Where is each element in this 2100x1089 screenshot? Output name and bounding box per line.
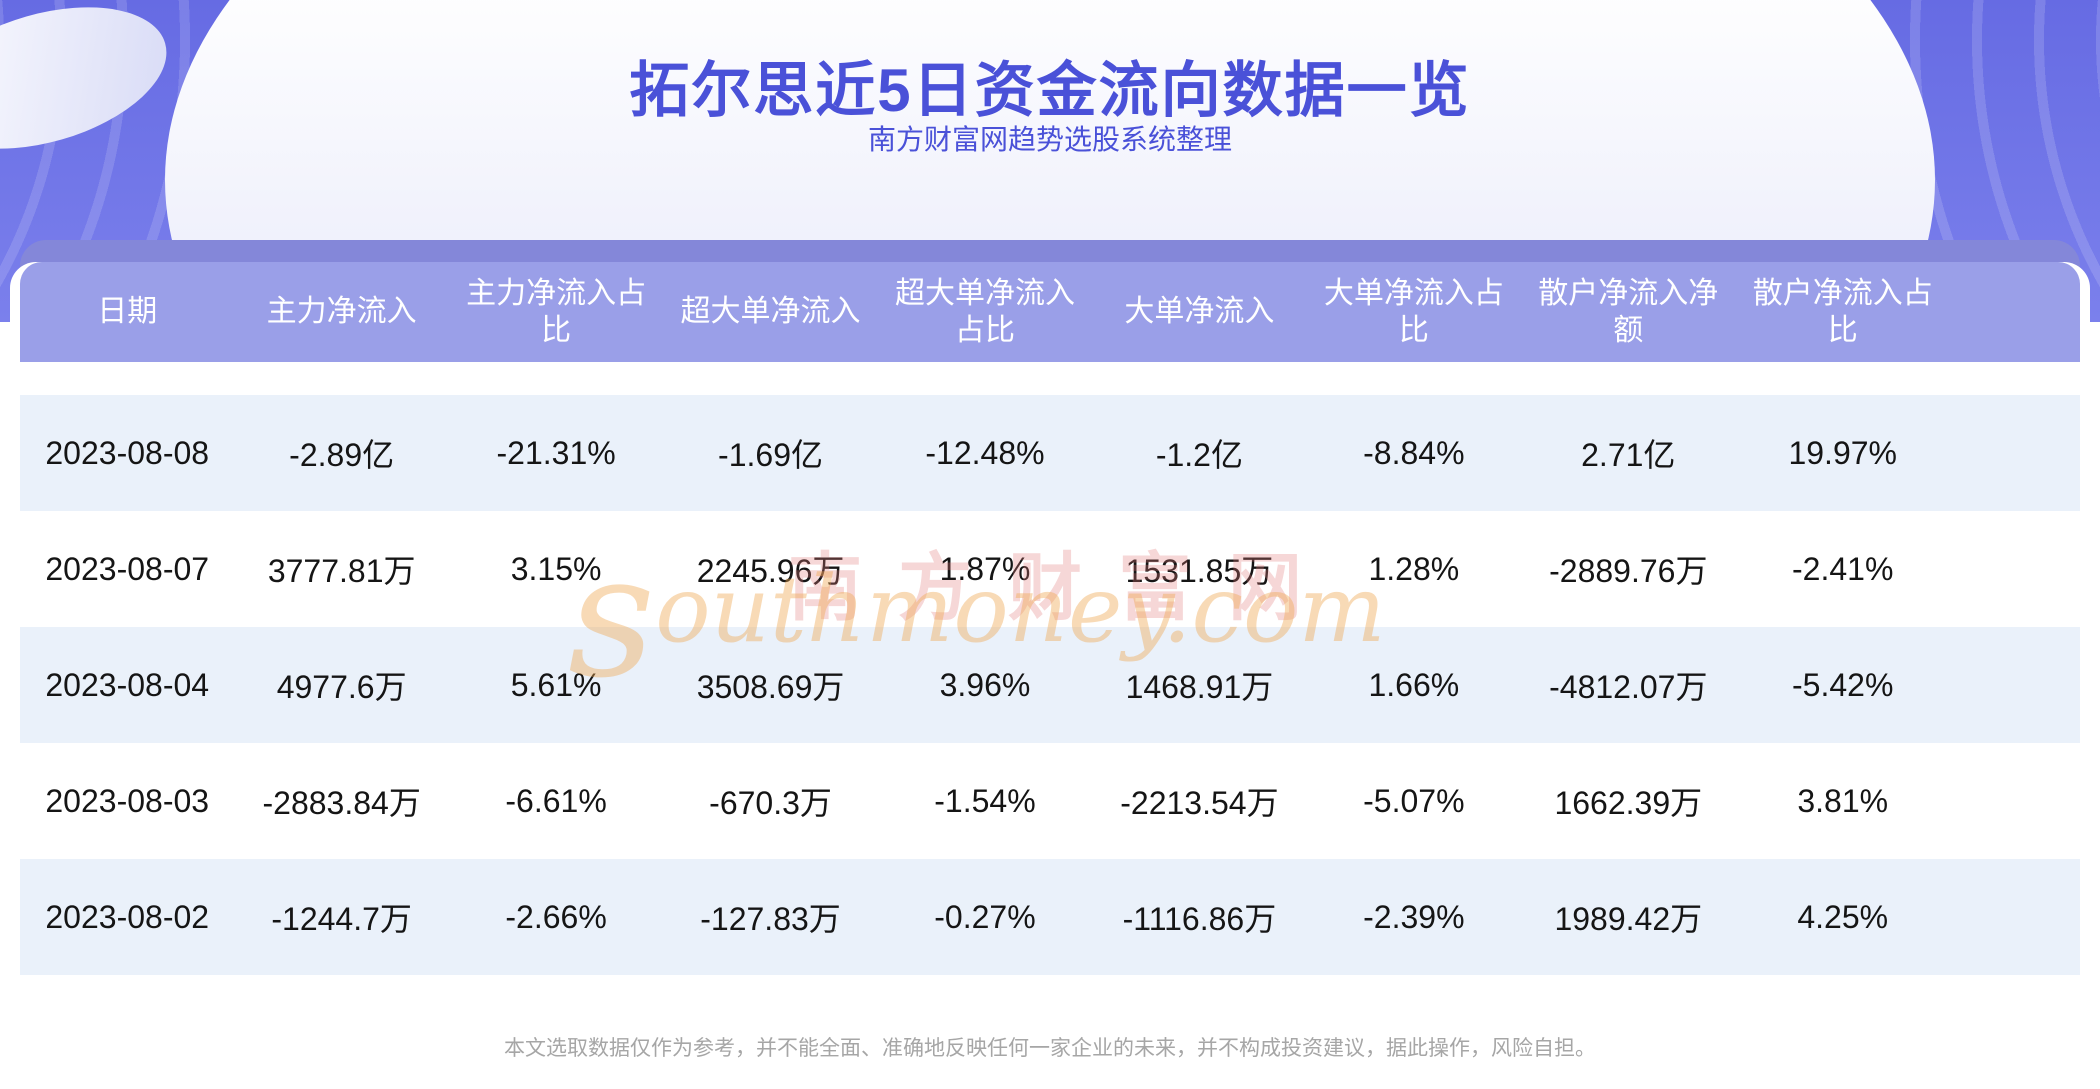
table-cell: -21.31% [496, 434, 616, 471]
table-cell: -2883.84万 [262, 785, 421, 821]
table-cell: -127.83万 [700, 901, 841, 937]
table-cell: 2245.96万 [696, 553, 845, 589]
table-cell: -2.39% [1363, 898, 1465, 935]
table-cell: -2.66% [505, 898, 607, 935]
header-cell: 超大单净流入 占比 [894, 276, 1075, 348]
table-cell: -6.61% [505, 782, 607, 819]
table-cell: -2889.76万 [1549, 553, 1708, 589]
table-cell: -8.84% [1363, 434, 1465, 471]
table-cell: 19.97% [1788, 434, 1897, 471]
page-subtitle: 南方财富网趋势选股系统整理 [867, 124, 1232, 155]
table-cell: 2023-08-07 [45, 550, 210, 587]
table-cell: 5.61% [510, 666, 602, 703]
table-cell: 2023-08-02 [45, 898, 210, 935]
table-body: 2023-08-08 -2.89亿 -21.31% -1.69亿 -12.48% -1.2… [10, 395, 2090, 975]
header-cell: 大单净流入 [1124, 295, 1275, 329]
table-row: 2023-08-07 3777.81万 3.15% 2245.96万 1.87% 1531… [20, 511, 2080, 627]
table-cell: 3.81% [1797, 782, 1889, 819]
header-cell: 日期 [97, 295, 158, 329]
table-cell: 4977.6万 [276, 669, 407, 705]
table-cell: 2023-08-08 [45, 434, 210, 471]
page-title: 拓尔思近5日资金流向数据一览 [629, 57, 1471, 124]
table-cell: 2023-08-03 [45, 782, 210, 819]
table-cell: 4.25% [1797, 898, 1889, 935]
table-cell: 2023-08-04 [45, 666, 210, 703]
table-cell: -1116.86万 [1122, 901, 1277, 937]
table-cell: 1.28% [1368, 550, 1460, 587]
table-cell: -1.2亿 [1155, 437, 1243, 473]
table-cell: 3777.81万 [267, 553, 416, 589]
header-cell: 散户净流入占 比 [1752, 276, 1933, 348]
table-row: 2023-08-02 -1244.7万 -2.66% -127.83万 -0.27% -1… [20, 859, 2080, 975]
table-cell: -5.07% [1363, 782, 1465, 819]
table-cell: -0.27% [934, 898, 1036, 935]
table-cell: 1662.39万 [1554, 785, 1703, 821]
table-row: 2023-08-08 -2.89亿 -21.31% -1.69亿 -12.48% -1.2… [20, 395, 2080, 511]
table-cell: -4812.07万 [1549, 669, 1708, 705]
table-cell: -5.42% [1792, 666, 1894, 703]
table-cell: -2.41% [1792, 550, 1894, 587]
table-cell: 1.66% [1368, 666, 1460, 703]
table-cell: 3508.69万 [696, 669, 845, 705]
table-cell: 2.71亿 [1581, 437, 1676, 473]
table-cell: -1.54% [934, 782, 1036, 819]
table-row: 2023-08-03 -2883.84万 -6.61% -670.3万 -1.54% -2… [20, 743, 2080, 859]
fund-flow-table-card: 日期 主力净流入 主力净流入占 比超大单净流入 超大单净流入 占比 大单净流入 大单净流入… [10, 262, 2090, 1012]
table-cell: 1531.85万 [1125, 553, 1274, 589]
table-cell: -12.48% [925, 434, 1045, 471]
table-cell: -1.69亿 [718, 437, 823, 473]
table-cell: -1244.7万 [271, 901, 412, 937]
table-header-row: 日期 主力净流入 主力净流入占 比超大单净流入 超大单净流入 占比 大单净流入 大单净流入… [20, 262, 2080, 362]
header-cell: 主力净流入 [266, 295, 417, 329]
table-cell: -2.89亿 [289, 437, 395, 473]
table-cell: -670.3万 [709, 785, 832, 821]
table-cell: 3.96% [939, 666, 1031, 703]
header-cell: 大单净流入占 比 [1323, 276, 1504, 348]
table-cell: 1.87% [939, 550, 1031, 587]
header-cell: 超大单净流入 [680, 295, 861, 329]
header-cell: 散户净流入净 额 [1538, 276, 1719, 348]
table-cell: -2213.54万 [1120, 785, 1279, 821]
table-cell: 1468.91万 [1125, 669, 1274, 705]
table-cell: 3.15% [510, 550, 602, 587]
header-cell: 主力净流入占 比 [466, 276, 647, 348]
disclaimer-text: 本文选取数据仅作为参考，并不能全面、准确地反映任何一家企业的未来，并不构成投资建… [504, 1037, 1596, 1060]
table-row: 2023-08-04 4977.6万 5.61% 3508.69万 3.96% 1468.… [20, 627, 2080, 743]
table-cell: 1989.42万 [1554, 901, 1703, 937]
